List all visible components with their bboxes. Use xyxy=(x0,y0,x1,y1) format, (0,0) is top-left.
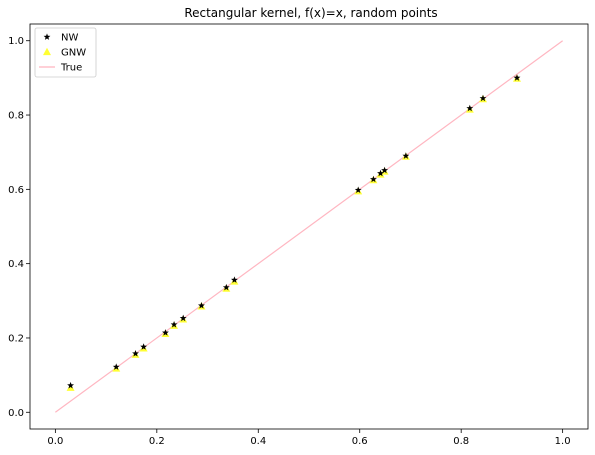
x-tick-label: 0.8 xyxy=(453,436,469,447)
x-axis: 0.0 0.2 0.4 0.6 0.8 1.0 xyxy=(47,429,570,447)
x-tick-label: 0.4 xyxy=(250,436,266,447)
x-tick-label: 1.0 xyxy=(555,436,571,447)
y-tick-label: 0.2 xyxy=(8,333,24,344)
legend-label: NW xyxy=(61,33,78,44)
y-tick-label: 0.0 xyxy=(8,408,24,419)
y-tick-label: 0.6 xyxy=(8,185,24,196)
x-tick-label: 0.6 xyxy=(352,436,368,447)
y-tick-label: 0.4 xyxy=(8,259,24,270)
legend: NW GNW True xyxy=(35,28,96,77)
chart-title: Rectangular kernel, f(x)=x, random point… xyxy=(184,6,437,20)
x-tick-label: 0.2 xyxy=(149,436,165,447)
y-axis: 0.0 0.2 0.4 0.6 0.8 1.0 xyxy=(8,36,30,419)
legend-label: GNW xyxy=(61,48,86,59)
legend-label: True xyxy=(60,63,82,74)
x-tick-label: 0.0 xyxy=(47,436,63,447)
y-tick-label: 0.8 xyxy=(8,111,24,122)
y-tick-label: 1.0 xyxy=(8,36,24,47)
